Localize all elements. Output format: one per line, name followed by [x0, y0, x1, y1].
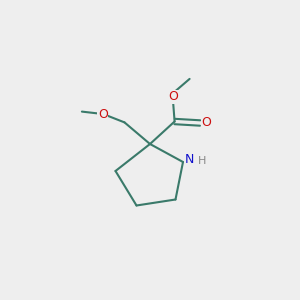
Text: O: O — [201, 116, 211, 130]
Text: O: O — [98, 107, 108, 121]
Text: O: O — [168, 90, 178, 104]
Text: H: H — [197, 155, 206, 166]
Text: N: N — [185, 153, 194, 166]
